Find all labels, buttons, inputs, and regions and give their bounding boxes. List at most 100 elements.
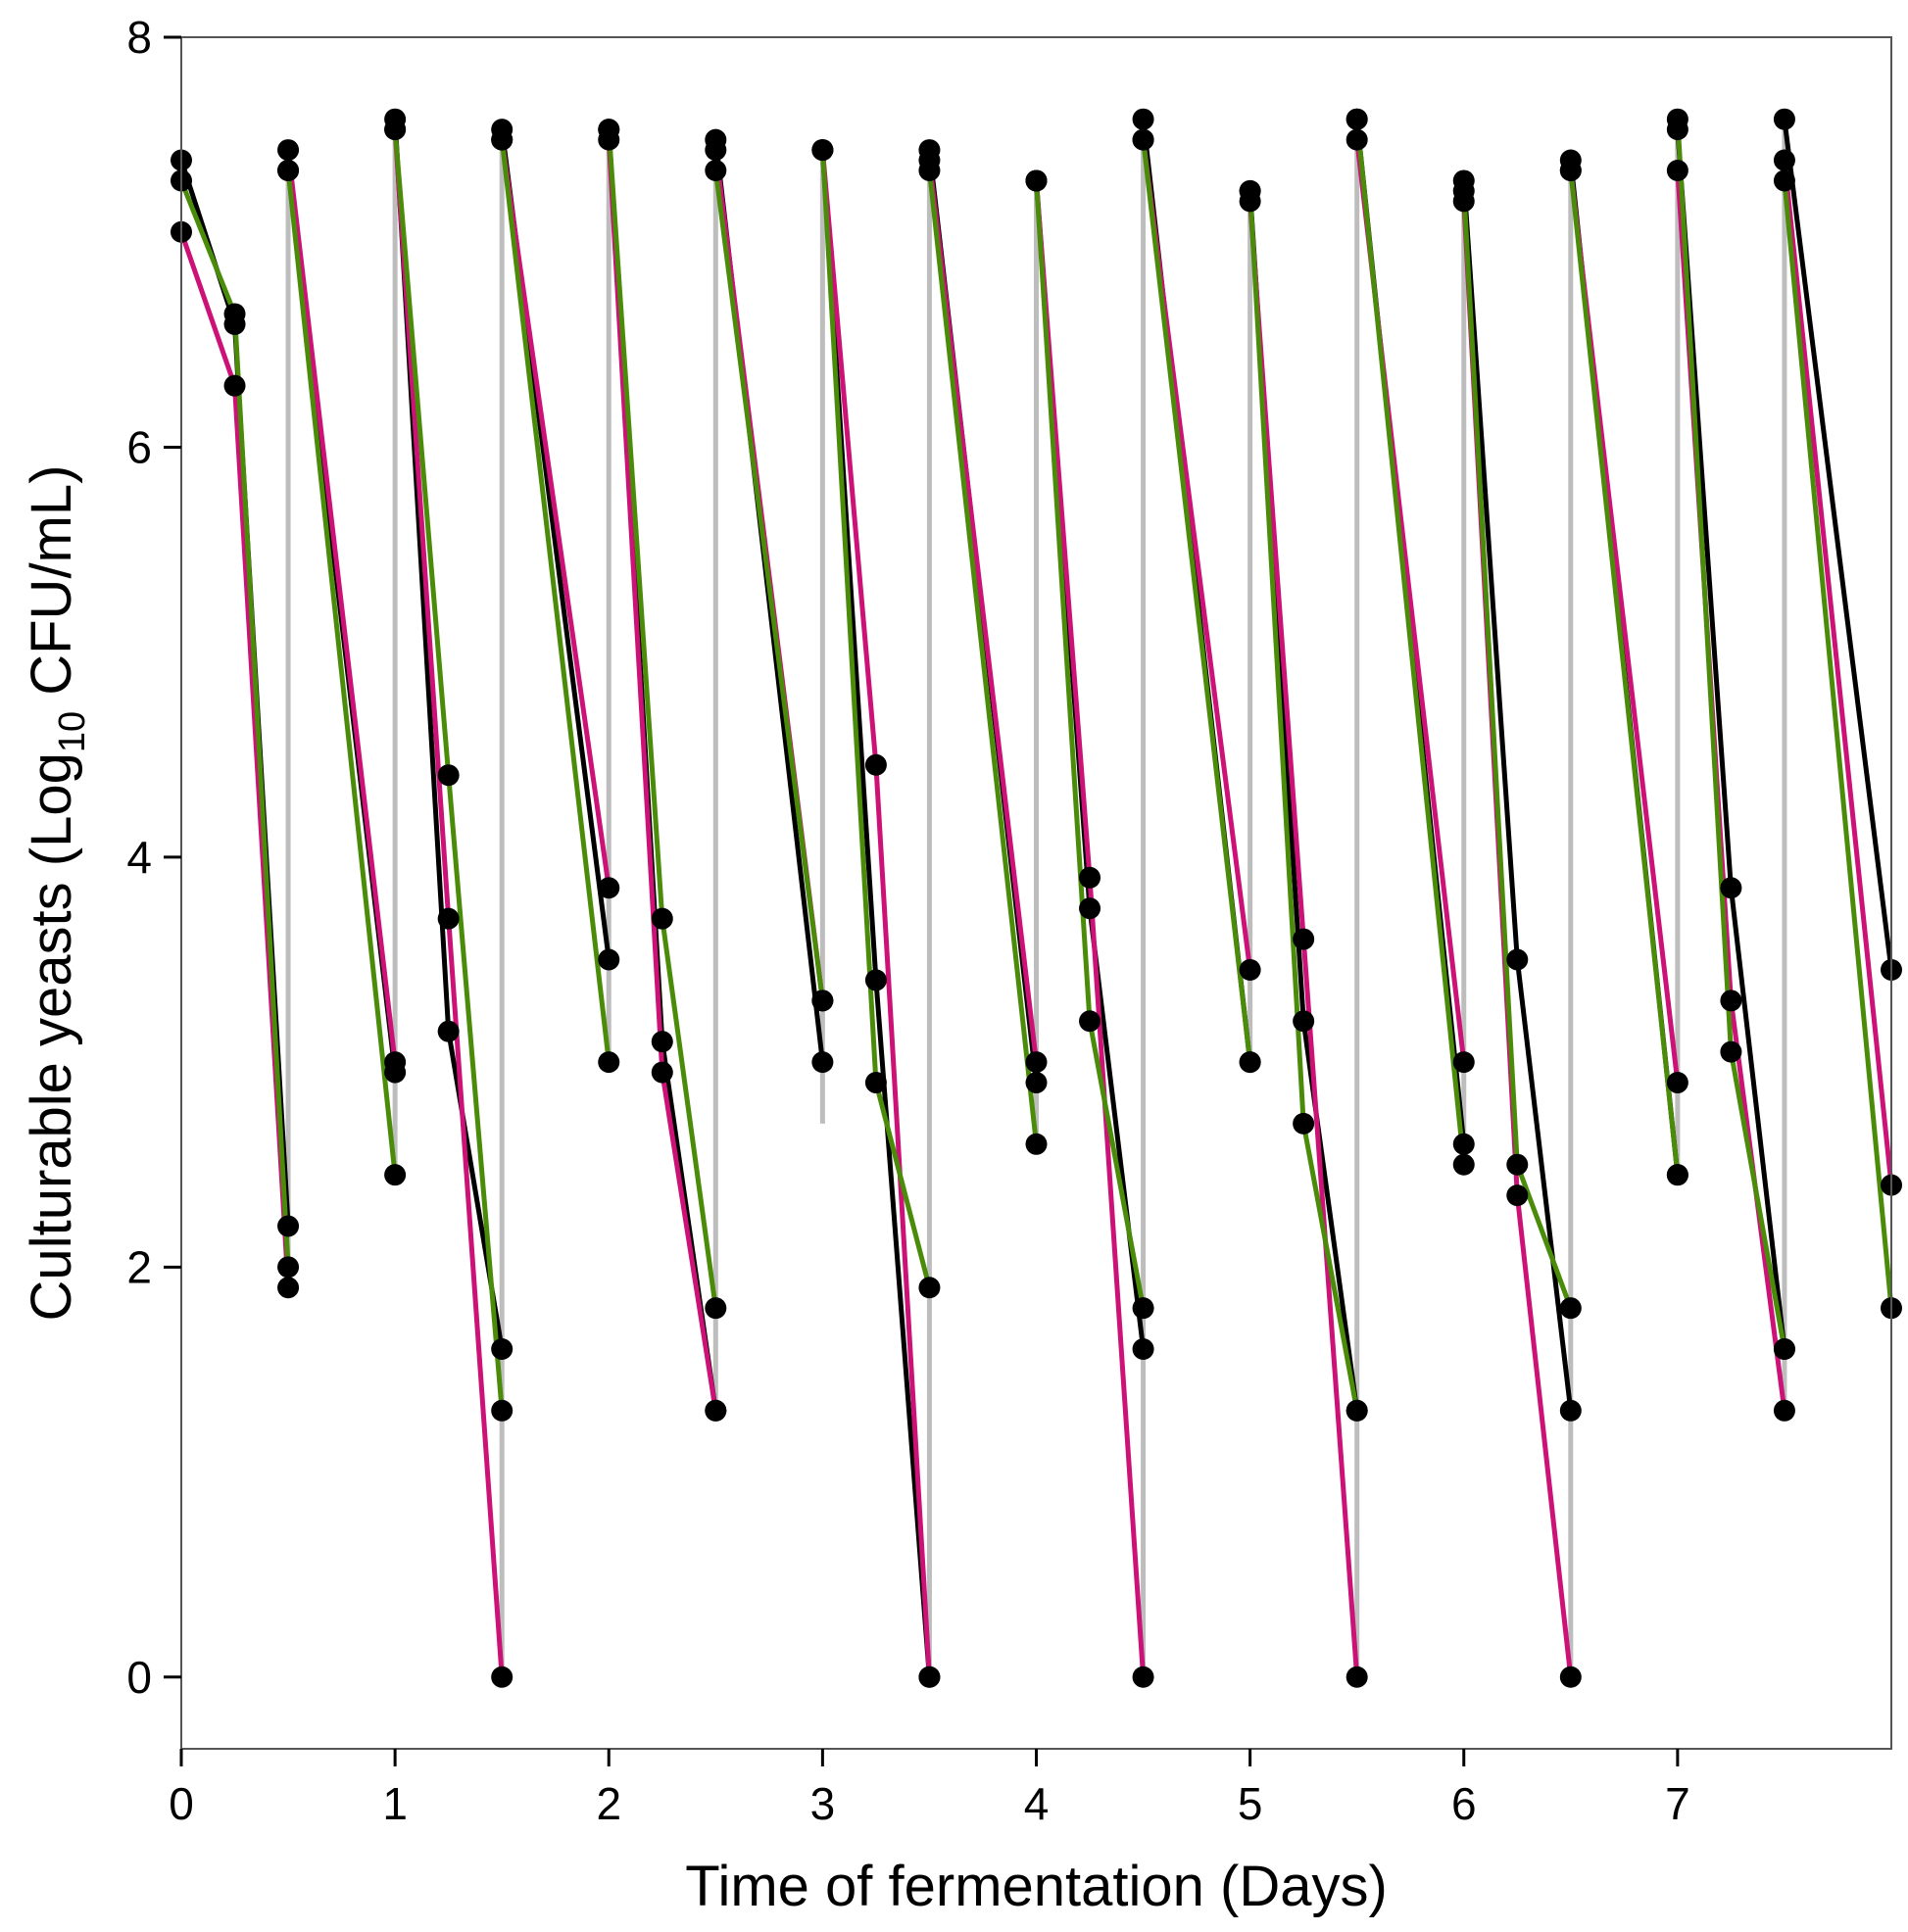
data-point-green-19 [1025, 1133, 1048, 1155]
data-point-black-19 [1025, 1072, 1048, 1094]
data-point-green-32 [1559, 1297, 1582, 1320]
data-point-black-26 [1293, 1010, 1315, 1033]
data-point-green-7 [491, 1399, 514, 1422]
data-point-green-14 [811, 990, 834, 1012]
y-axis-title: Culturable yeasts (Log10 CFU/mL) [20, 465, 93, 1322]
data-point-green-4 [384, 1164, 407, 1186]
data-point-black-31 [1506, 948, 1529, 971]
data-point-green-35 [1666, 108, 1688, 130]
data-point-black-2 [277, 1215, 300, 1237]
data-point-black-6 [437, 1020, 460, 1042]
data-point-green-12 [705, 1297, 727, 1320]
data-point-black-14 [811, 1051, 834, 1074]
data-point-green-21 [1079, 1010, 1101, 1033]
data-point-black-32 [1559, 1399, 1582, 1422]
data-point-green-37 [1773, 1338, 1795, 1361]
x-tick-label: 5 [1238, 1778, 1263, 1829]
data-point-black-7 [491, 1338, 514, 1361]
data-point-magenta-13 [705, 139, 727, 162]
data-point-green-31 [1506, 1153, 1529, 1176]
data-point-black-36 [1720, 877, 1742, 899]
data-point-green-16 [864, 1072, 887, 1094]
data-point-magenta-35 [1666, 159, 1688, 181]
data-point-green-9 [598, 1051, 620, 1074]
data-point-green-30 [1452, 179, 1475, 202]
data-point-green-24 [1239, 1051, 1261, 1074]
y-axis-title-suffix: CFU/mL) [20, 465, 83, 711]
data-point-black-22 [1132, 1338, 1154, 1361]
y-tick-label: 8 [126, 12, 152, 63]
data-point-green-23 [1132, 128, 1154, 151]
data-point-magenta-12 [705, 1399, 727, 1422]
data-point-black-23 [1132, 108, 1154, 130]
data-point-black-38 [1773, 108, 1795, 130]
data-point-magenta-16 [864, 753, 887, 776]
data-point-green-17 [918, 1277, 941, 1299]
data-point-magenta-32 [1559, 1666, 1582, 1688]
data-point-magenta-24 [1239, 958, 1261, 981]
data-point-black-16 [864, 969, 887, 991]
data-point-green-2 [277, 1256, 300, 1279]
y-axis: 0 2 4 6 8 [126, 12, 181, 1703]
data-point-magenta-31 [1506, 1184, 1529, 1207]
data-point-magenta-1 [223, 374, 246, 397]
y-tick-label: 6 [126, 421, 152, 472]
data-point-green-8 [491, 128, 514, 151]
data-point-black-11 [651, 1031, 673, 1053]
data-point-green-10 [598, 119, 620, 141]
data-point-magenta-4 [384, 1051, 407, 1074]
data-point-magenta-28 [1345, 128, 1368, 151]
data-point-black-9 [598, 948, 620, 971]
data-point-magenta-11 [651, 1061, 673, 1084]
x-tick-label: 1 [382, 1778, 408, 1829]
x-axis: 0 1 2 3 4 5 6 7 [169, 1749, 1690, 1829]
data-point-magenta-34 [1666, 1072, 1688, 1094]
data-point-black-21 [1079, 897, 1101, 920]
data-point-green-34 [1666, 1164, 1688, 1186]
y-tick-label: 0 [126, 1652, 152, 1703]
y-axis-title-prefix: Culturable yeasts (Log [20, 752, 83, 1321]
y-axis-title-subscript: 10 [52, 711, 93, 752]
x-axis-title: Time of fermentation (Days) [685, 1855, 1388, 1918]
x-tick-label: 7 [1665, 1778, 1690, 1829]
x-tick-label: 3 [810, 1778, 836, 1829]
data-point-green-28 [1345, 108, 1368, 130]
data-point-magenta-22 [1132, 1666, 1154, 1688]
data-point-magenta-7 [491, 1666, 514, 1688]
data-point-magenta-21 [1079, 866, 1101, 889]
data-point-green-29 [1452, 1153, 1475, 1176]
data-point-magenta-3 [277, 139, 300, 162]
data-point-green-18 [918, 159, 941, 181]
x-tick-label: 0 [169, 1778, 194, 1829]
data-point-green-13 [705, 159, 727, 181]
data-point-magenta-37 [1773, 1399, 1795, 1422]
data-point-magenta-36 [1720, 990, 1742, 1012]
data-point-black-29 [1452, 1133, 1475, 1155]
y-tick-label: 4 [126, 832, 152, 883]
data-point-magenta-9 [598, 877, 620, 899]
data-point-green-33 [1559, 159, 1582, 181]
data-point-green-20 [1025, 169, 1048, 192]
data-point-green-26 [1293, 1112, 1315, 1135]
data-point-green-3 [277, 159, 300, 181]
x-tick-label: 6 [1451, 1778, 1477, 1829]
data-point-magenta-27 [1345, 1666, 1368, 1688]
x-tick-label: 2 [596, 1778, 621, 1829]
data-point-green-27 [1345, 1399, 1368, 1422]
data-point-magenta-26 [1293, 928, 1315, 950]
data-point-green-6 [437, 764, 460, 787]
data-points [171, 108, 1902, 1688]
data-point-magenta-38 [1773, 149, 1795, 171]
data-point-green-38 [1773, 169, 1795, 192]
data-point-green-25 [1239, 179, 1261, 202]
data-point-magenta-29 [1452, 1051, 1475, 1074]
data-point-green-22 [1132, 1297, 1154, 1320]
data-point-green-5 [384, 119, 407, 141]
data-point-green-11 [651, 907, 673, 930]
data-point-magenta-6 [437, 907, 460, 930]
data-point-green-15 [811, 139, 834, 162]
data-point-green-1 [223, 303, 246, 325]
x-tick-label: 4 [1024, 1778, 1050, 1829]
data-point-magenta-19 [1025, 1051, 1048, 1074]
